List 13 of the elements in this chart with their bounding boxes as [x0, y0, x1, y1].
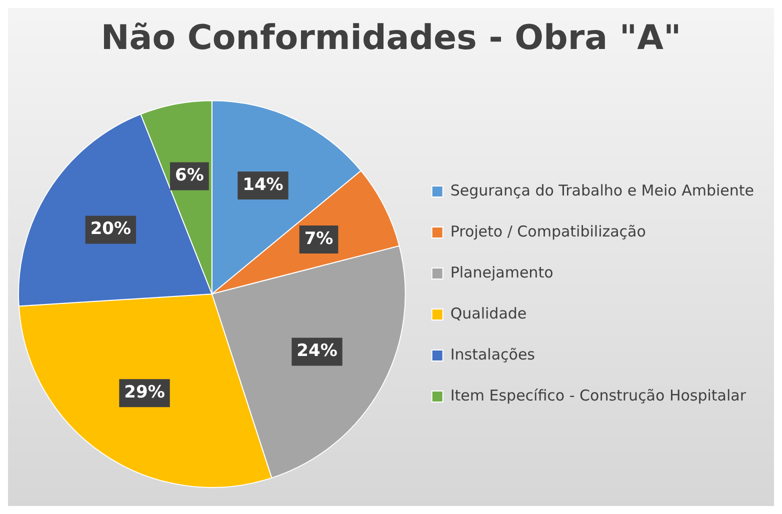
legend-label: Segurança do Trabalho e Meio Ambiente	[450, 181, 754, 200]
data-label: 6%	[175, 166, 204, 186]
chart-title: Não Conformidades - Obra "A"	[100, 17, 682, 60]
data-label: 24%	[296, 341, 338, 362]
legend-label: Item Específico - Construção Hospitalar	[450, 386, 747, 404]
legend-label: Instalações	[450, 345, 536, 364]
data-label: 20%	[90, 219, 132, 240]
legend-label: Projeto / Compatibilização	[450, 222, 646, 240]
legend-label: Planejamento	[450, 263, 554, 282]
data-label: 7%	[304, 228, 334, 249]
data-label: 14%	[242, 174, 284, 195]
data-label: 29%	[124, 382, 165, 403]
legend-label: Qualidade	[450, 304, 527, 322]
